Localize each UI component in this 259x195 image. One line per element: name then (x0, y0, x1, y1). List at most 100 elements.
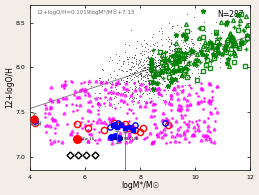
Point (118, 83, 122, 86)
Point (150, 84, 154, 87)
Point (166, 68, 170, 71)
Point (122, 59, 126, 62)
Point (149, 56, 153, 59)
Point (164, 67, 168, 70)
Point (135, 70, 139, 73)
Point (128, 60, 133, 64)
Point (185, 56, 189, 59)
Point (169, 38, 173, 42)
Point (156, 83, 161, 86)
Point (151, 48, 155, 51)
Point (140, 65, 144, 68)
Point (164, 83, 168, 87)
Point (158, 67, 162, 70)
Point (153, 60, 157, 63)
Point (151, 33, 155, 36)
Point (175, 24, 179, 27)
Point (132, 76, 136, 79)
Point (155, 74, 159, 77)
Point (150, 49, 154, 52)
Point (181, 40, 185, 43)
Point (154, 66, 158, 69)
Point (157, 51, 161, 54)
Point (124, 82, 128, 85)
Point (169, 79, 173, 82)
Point (97, 91, 101, 95)
Point (217, 45, 221, 49)
Point (136, 80, 140, 83)
Point (121, 59, 125, 63)
Point (144, 56, 148, 59)
Point (178, 74, 182, 78)
Point (156, 73, 160, 76)
Point (155, 69, 159, 72)
Point (148, 82, 152, 86)
Point (180, 64, 184, 67)
Point (130, 93, 134, 96)
Point (189, 63, 193, 66)
Point (135, 92, 139, 95)
Point (123, 43, 127, 46)
Point (153, 42, 157, 45)
Point (136, 65, 141, 68)
Point (186, 51, 190, 54)
Point (213, 20, 218, 24)
Point (179, 25, 183, 28)
Point (193, 61, 197, 64)
Point (156, 96, 160, 99)
Point (127, 73, 131, 76)
Point (196, 71, 200, 74)
Point (127, 89, 131, 92)
Point (161, 52, 166, 55)
Point (124, 89, 128, 92)
Point (176, 73, 180, 76)
Point (154, 89, 158, 92)
Point (161, 55, 165, 58)
Point (130, 61, 134, 64)
Point (125, 58, 129, 61)
Point (168, 71, 172, 74)
Point (133, 80, 138, 83)
Point (133, 82, 137, 85)
Point (160, 94, 164, 97)
Point (152, 48, 156, 51)
Point (194, 58, 198, 61)
Point (155, 68, 160, 72)
Point (172, 31, 177, 35)
Point (141, 91, 145, 94)
Point (189, 39, 193, 43)
Point (149, 97, 153, 100)
Point (168, 75, 172, 78)
Point (155, 53, 159, 56)
Point (162, 57, 166, 60)
Point (141, 60, 145, 64)
Point (190, 37, 195, 40)
Point (155, 83, 159, 87)
Point (204, 64, 208, 67)
Point (191, 52, 195, 55)
Point (106, 77, 110, 80)
Point (168, 52, 172, 55)
Point (142, 66, 146, 70)
Point (139, 82, 143, 86)
Point (165, 49, 169, 52)
Point (121, 102, 125, 105)
Point (144, 79, 148, 82)
Point (142, 74, 146, 77)
Point (148, 64, 152, 67)
Point (174, 43, 178, 46)
Point (150, 35, 155, 38)
Point (113, 85, 117, 88)
Point (107, 101, 111, 104)
Point (146, 86, 150, 89)
Point (180, 33, 184, 36)
Point (136, 80, 140, 83)
Point (151, 62, 155, 65)
Point (183, 52, 187, 55)
Point (138, 72, 142, 75)
Point (134, 60, 138, 63)
Point (168, 83, 172, 86)
Point (135, 67, 140, 70)
Point (159, 57, 163, 60)
Point (202, 54, 206, 57)
